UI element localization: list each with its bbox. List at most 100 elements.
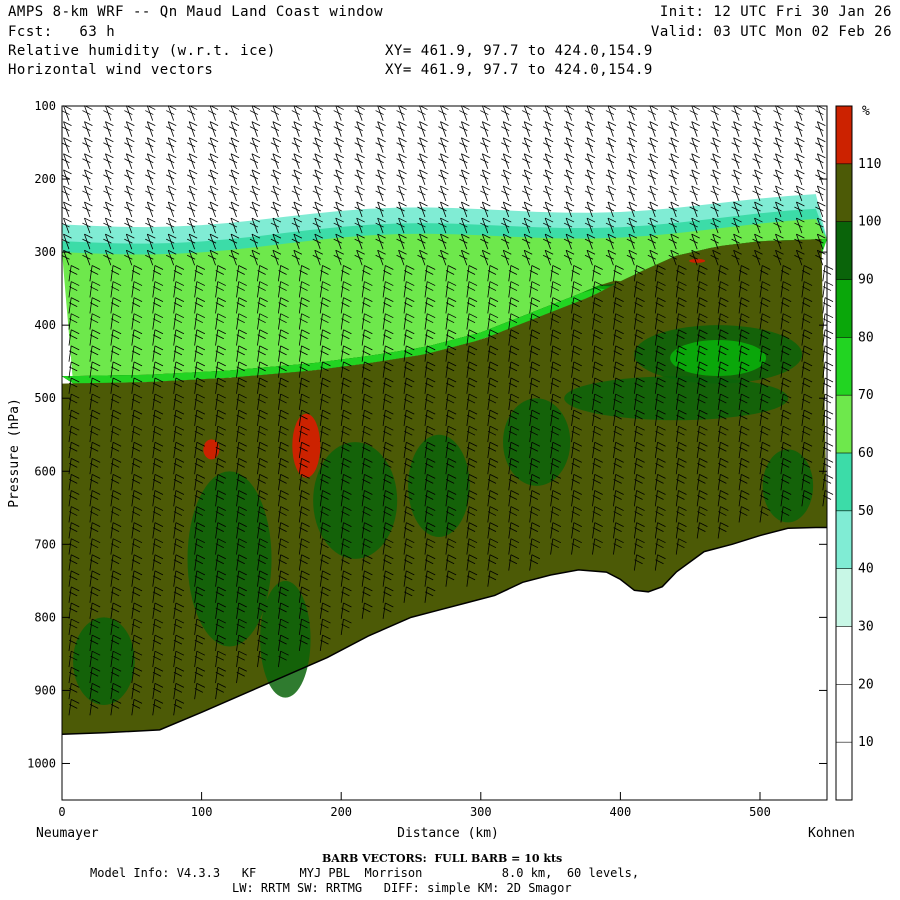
- wind-barb: [626, 217, 638, 234]
- wind-barb: [563, 169, 575, 186]
- wind-barb: [529, 409, 541, 427]
- wind-barb: [257, 554, 268, 571]
- colorbar-swatch: [836, 337, 852, 396]
- wind-barb: [131, 393, 143, 410]
- wind-barb: [361, 265, 373, 282]
- wind-barb: [89, 699, 101, 716]
- wind-barb: [340, 425, 352, 443]
- wind-barb: [445, 490, 457, 507]
- wind-barb: [270, 137, 282, 153]
- wind-barb: [166, 137, 177, 153]
- wind-barb: [675, 457, 687, 475]
- wind-barb: [361, 313, 373, 330]
- wind-barb: [508, 377, 520, 394]
- wind-barb: [215, 538, 226, 555]
- wind-barb: [68, 409, 80, 427]
- wind-barb: [563, 185, 575, 202]
- wind-barb: [277, 457, 289, 475]
- wind-barb: [487, 265, 499, 282]
- wind-barb: [466, 409, 478, 427]
- wind-barb: [759, 457, 771, 475]
- wind-barb: [459, 185, 470, 202]
- wind-barb: [110, 297, 122, 314]
- wind-barb: [319, 618, 331, 635]
- wind-barb: [103, 249, 114, 266]
- wind-barb: [801, 329, 813, 346]
- wind-barb: [438, 185, 449, 202]
- wind-barb: [131, 329, 143, 346]
- init-time: Init: 12 UTC Fri 30 Jan 26: [659, 4, 892, 20]
- wind-barb: [333, 137, 344, 153]
- wind-barb: [466, 554, 478, 571]
- wind-barb: [571, 538, 582, 555]
- wind-barb: [319, 313, 331, 330]
- wind-barb: [396, 185, 407, 202]
- wind-barb: [354, 185, 365, 202]
- wind-barb: [166, 233, 177, 250]
- wind-barb: [152, 570, 164, 587]
- wind-barb: [550, 297, 562, 314]
- wind-barb: [82, 233, 93, 250]
- wind-barb: [522, 201, 533, 218]
- wind-barb: [103, 121, 114, 137]
- wind-barb: [675, 361, 687, 378]
- wind-barb: [605, 137, 617, 153]
- wind-barb: [654, 554, 666, 571]
- wind-barb: [236, 618, 247, 635]
- wind-barb: [145, 233, 156, 250]
- wind-barb: [166, 169, 177, 186]
- wind-barb: [131, 425, 143, 443]
- wind-barb: [257, 634, 268, 652]
- wind-barb: [571, 441, 582, 459]
- wind-barb: [124, 201, 135, 218]
- wind-barb: [257, 522, 268, 539]
- wind-barb: [438, 153, 449, 169]
- wind-barb: [780, 265, 792, 282]
- wind-barb: [173, 666, 185, 684]
- wind-barb: [173, 490, 185, 507]
- wind-barb: [522, 137, 533, 153]
- wind-barb: [173, 361, 185, 378]
- wind-barb: [131, 554, 143, 571]
- wind-barb: [236, 281, 247, 298]
- wind-barb: [68, 265, 80, 282]
- wind-barb: [152, 586, 164, 603]
- wind-barb: [277, 570, 289, 587]
- rh-blob-90: [564, 376, 789, 421]
- wind-barb: [215, 618, 226, 635]
- colorbar-swatch: [836, 568, 852, 627]
- cross-section-xy-2: XY= 461.9, 97.7 to 424.0,154.9: [385, 62, 653, 78]
- wind-barb: [124, 105, 135, 121]
- wind-barb: [249, 153, 261, 169]
- wind-barb: [257, 393, 268, 410]
- wind-barb: [194, 281, 206, 298]
- wind-barb: [801, 313, 813, 330]
- wind-barb: [717, 506, 729, 523]
- wind-barb: [277, 538, 289, 555]
- wind-barb: [103, 233, 114, 250]
- wind-barb: [822, 297, 834, 314]
- wind-barb: [822, 361, 834, 378]
- wind-barb: [215, 474, 226, 491]
- wind-barb: [613, 474, 624, 491]
- wind-barb: [654, 490, 666, 507]
- wind-barb: [738, 393, 750, 410]
- wind-barb: [801, 393, 813, 410]
- wind-barb: [647, 169, 659, 186]
- wind-barb: [89, 474, 101, 491]
- wind-barb: [228, 169, 240, 186]
- colorbar-label: 80: [858, 330, 874, 345]
- wind-barb: [563, 105, 575, 121]
- colorbar-label: 10: [858, 735, 874, 750]
- wind-barb: [236, 538, 247, 555]
- wind-barb: [89, 682, 101, 700]
- wind-barb: [207, 153, 219, 169]
- wind-barb: [68, 634, 80, 652]
- wind-barb: [291, 137, 303, 153]
- wind-barb: [508, 441, 520, 459]
- wind-barb: [522, 169, 533, 186]
- wind-barb: [487, 554, 499, 571]
- wind-barb: [257, 281, 268, 298]
- wind-barb: [236, 377, 247, 394]
- wind-barb: [396, 153, 407, 169]
